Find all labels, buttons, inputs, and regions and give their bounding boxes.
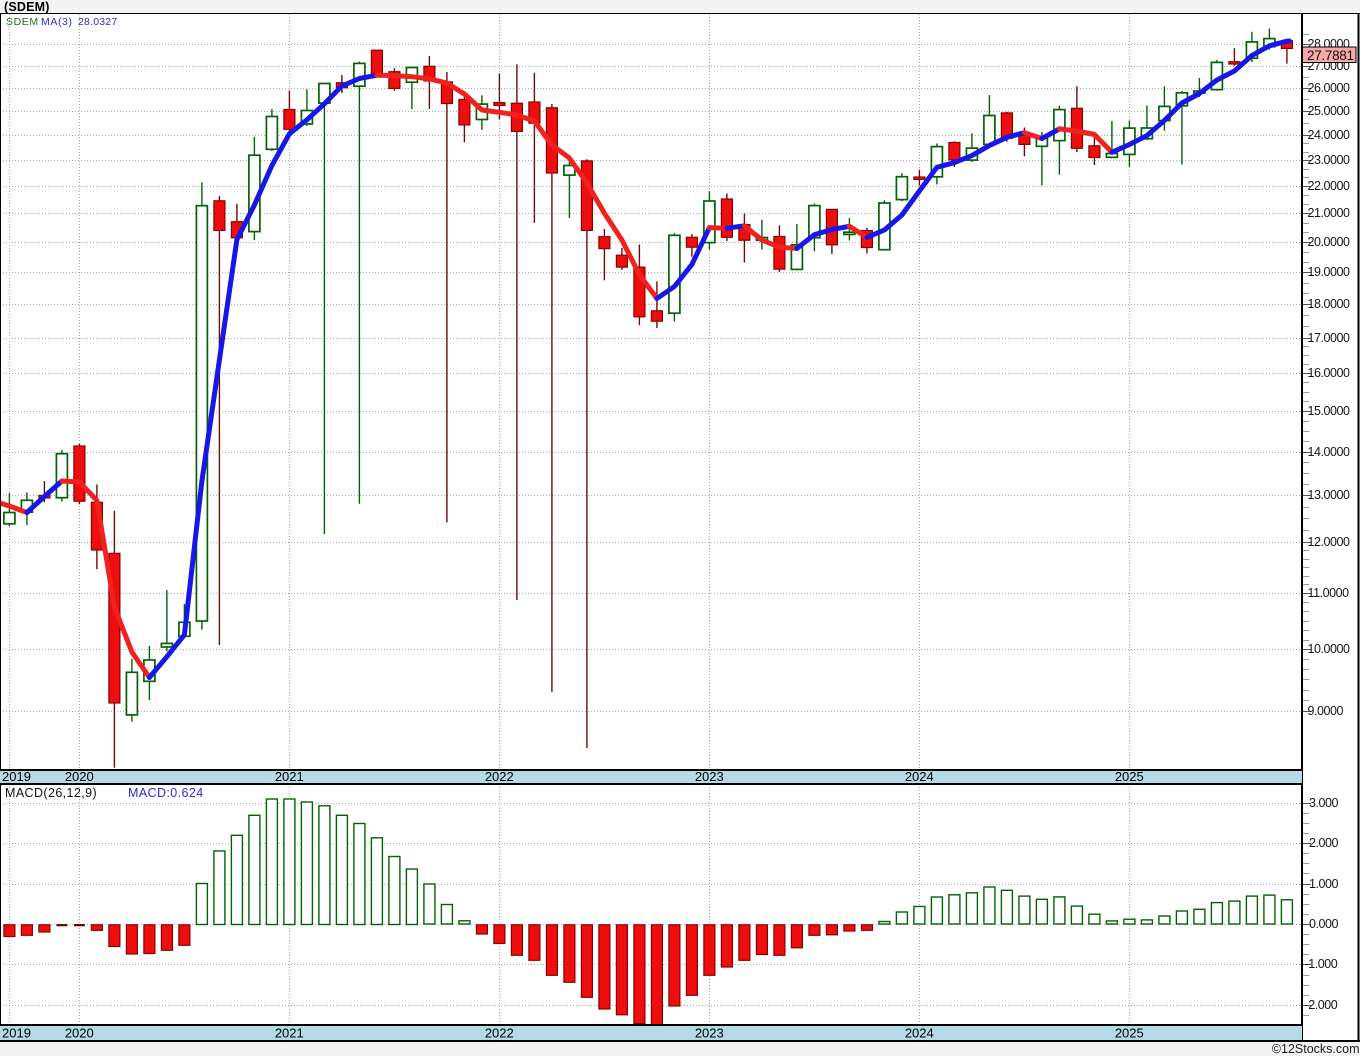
- svg-text:18.0000: 18.0000: [1308, 297, 1351, 311]
- svg-text:2020: 2020: [65, 769, 94, 784]
- svg-text:17.0000: 17.0000: [1308, 331, 1351, 345]
- svg-text:2022: 2022: [485, 1026, 514, 1041]
- svg-text:9.0000: 9.0000: [1308, 704, 1344, 718]
- svg-text:10.0000: 10.0000: [1308, 642, 1351, 656]
- svg-text:2019: 2019: [2, 769, 31, 784]
- svg-text:2024: 2024: [905, 1026, 934, 1041]
- svg-text:(SDEM): (SDEM): [4, 0, 50, 14]
- svg-text:28.0327: 28.0327: [78, 16, 117, 28]
- svg-text:24.0000: 24.0000: [1308, 128, 1351, 142]
- svg-text:26.0000: 26.0000: [1308, 81, 1351, 95]
- svg-text:MACD(26,12,9): MACD(26,12,9): [5, 786, 97, 800]
- svg-text:©12Stocks.com: ©12Stocks.com: [1272, 1042, 1360, 1056]
- svg-text:2021: 2021: [275, 769, 304, 784]
- svg-text:11.0000: 11.0000: [1308, 586, 1350, 600]
- svg-text:2025: 2025: [1115, 1026, 1144, 1041]
- svg-text:22.0000: 22.0000: [1308, 179, 1351, 193]
- svg-text:2022: 2022: [485, 769, 514, 784]
- svg-text:MACD:0.624: MACD:0.624: [128, 786, 204, 800]
- svg-text:12.0000: 12.0000: [1308, 535, 1351, 549]
- svg-text:27.7881: 27.7881: [1307, 48, 1354, 63]
- svg-text:3.000: 3.000: [1309, 796, 1339, 810]
- svg-text:1.000: 1.000: [1309, 877, 1339, 891]
- svg-text:19.0000: 19.0000: [1308, 265, 1351, 279]
- svg-text:0.000: 0.000: [1309, 917, 1339, 931]
- svg-text:-1.000: -1.000: [1305, 957, 1338, 971]
- svg-text:2021: 2021: [275, 1026, 304, 1041]
- svg-text:14.0000: 14.0000: [1308, 445, 1351, 459]
- svg-text:2.000: 2.000: [1309, 836, 1339, 850]
- svg-text:2019: 2019: [2, 1026, 31, 1041]
- svg-text:-2.000: -2.000: [1305, 998, 1338, 1012]
- svg-text:2020: 2020: [65, 1026, 94, 1041]
- svg-text:20.0000: 20.0000: [1308, 235, 1351, 249]
- svg-text:SDEM: SDEM: [6, 16, 39, 28]
- svg-text:21.0000: 21.0000: [1308, 206, 1351, 220]
- svg-text:MA(3): MA(3): [41, 16, 73, 28]
- svg-text:23.0000: 23.0000: [1308, 153, 1351, 167]
- svg-text:2024: 2024: [905, 769, 934, 784]
- svg-text:15.0000: 15.0000: [1308, 404, 1351, 418]
- svg-text:2023: 2023: [695, 769, 724, 784]
- svg-text:2025: 2025: [1115, 769, 1144, 784]
- svg-text:16.0000: 16.0000: [1308, 366, 1351, 380]
- svg-text:2023: 2023: [695, 1026, 724, 1041]
- svg-text:25.0000: 25.0000: [1308, 104, 1351, 118]
- svg-text:13.0000: 13.0000: [1308, 488, 1351, 502]
